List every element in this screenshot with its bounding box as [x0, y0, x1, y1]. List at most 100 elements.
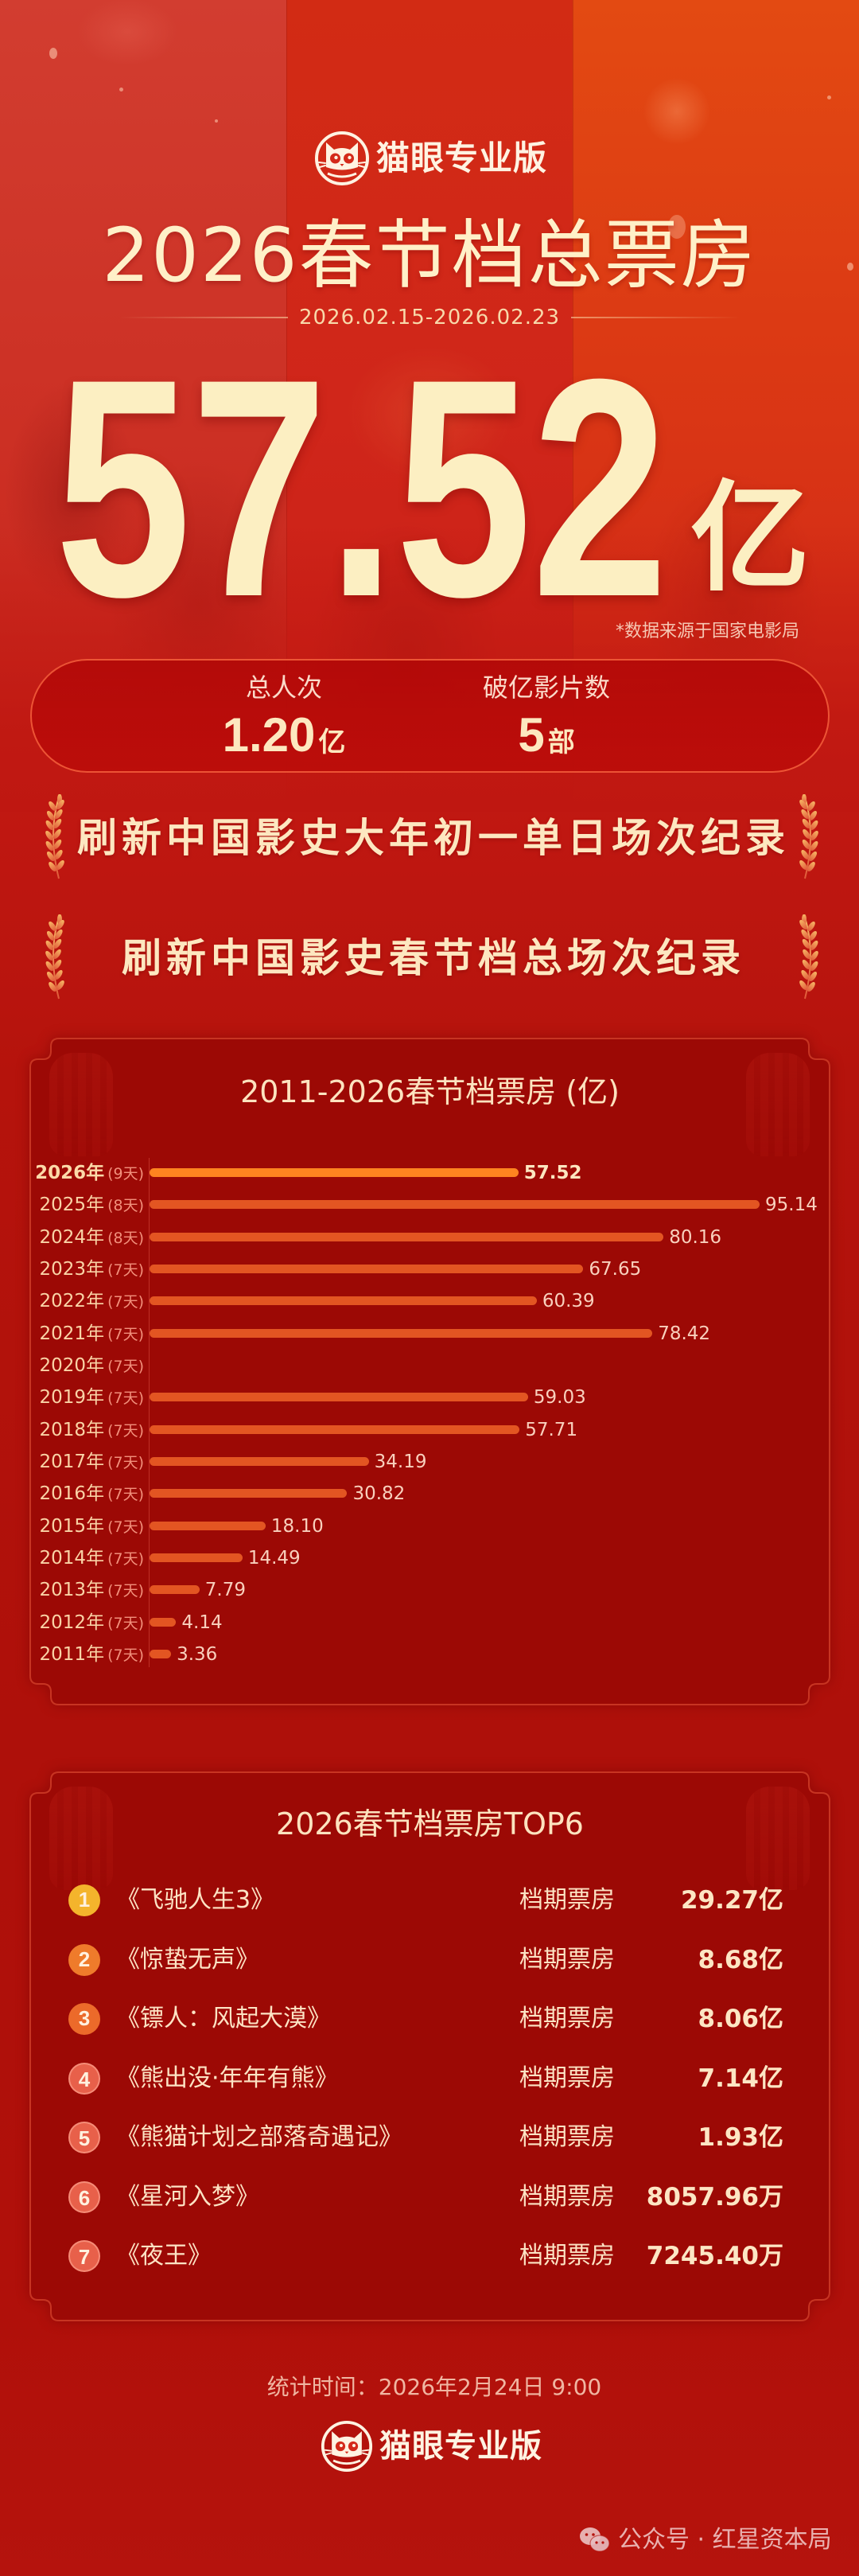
chart-value-label: 3.36 — [177, 1643, 218, 1665]
chart-year-label: 2016年 — [39, 1483, 105, 1505]
chart-year-label: 2019年 — [39, 1387, 105, 1409]
confetti — [215, 119, 218, 123]
chart-year-label: 2023年 — [39, 1258, 105, 1280]
chart-row: 2020年 (7天) — [30, 1350, 830, 1382]
chart-duration-label: (8天) — [107, 1229, 144, 1247]
chart-value-label: 60.39 — [542, 1291, 595, 1312]
chart-category-label: 2017年 (7天) — [30, 1446, 144, 1478]
chart-value-label: 78.42 — [658, 1323, 711, 1344]
maoyan-cat-logo-icon — [314, 131, 370, 186]
column-label: 档期票房 — [519, 2182, 615, 2211]
list-item: 5 《熊猫计划之部落奇遇记》 档期票房 1.93亿 — [30, 2108, 830, 2167]
column-label: 档期票房 — [519, 1945, 615, 1974]
chart-duration-label: (7天) — [107, 1261, 144, 1279]
footer-brand-logo: 猫眼专业版 — [321, 2420, 542, 2473]
stat-value: 5 — [518, 708, 545, 762]
chart-value-label: 34.19 — [374, 1451, 427, 1472]
page-title: 2026春节档总票房 — [102, 212, 757, 299]
chart-row: 2023年 (7天) 67.65 — [30, 1253, 830, 1285]
chart-rows: 2026年 (9天) 57.52 2025年 (8天) 95.14 2024年 (8天) 80.… — [30, 1157, 830, 1674]
chart-axis — [149, 1158, 150, 1667]
chart-category-label: 2016年 (7天) — [30, 1478, 144, 1510]
chart-category-label: 2026年 (9天) — [30, 1157, 144, 1189]
record-text: 刷新中国影史大年初一单日场次纪录 — [77, 815, 790, 861]
chart-year-label: 2024年 — [39, 1226, 105, 1248]
chart-bar — [150, 1521, 266, 1530]
chart-category-label: 2011年 (7天) — [30, 1639, 144, 1670]
source-note: *数据来源于国家电影局 — [615, 622, 799, 641]
chart-category-label: 2018年 (7天) — [30, 1414, 144, 1446]
chart-value-label: 14.49 — [247, 1547, 301, 1569]
chart-duration-label: (7天) — [107, 1357, 144, 1375]
chart-title: 2011-2026春节档票房 (亿) — [240, 1074, 620, 1109]
confetti — [119, 88, 123, 92]
chart-value-label: 30.82 — [352, 1483, 406, 1505]
chart-bar — [150, 1649, 172, 1658]
chart-row: 2021年 (7天) 78.42 — [30, 1318, 830, 1350]
lantern-decoration — [49, 1787, 113, 1890]
box-office-value: 8.06亿 — [698, 2005, 784, 2033]
chart-value-label: 95.14 — [765, 1194, 818, 1216]
maoyan-cat-logo-icon — [321, 2420, 373, 2473]
chart-bar — [150, 1489, 348, 1498]
confetti — [49, 48, 57, 59]
rank-badge: 3 — [68, 2003, 100, 2035]
watermark-text: 公众号 · 红星资本局 — [618, 2526, 832, 2554]
chart-value-label: 80.16 — [669, 1226, 722, 1248]
box-office-value: 1.93亿 — [698, 2123, 784, 2152]
rank-badge: 7 — [68, 2240, 100, 2272]
chart-duration-label: (9天) — [107, 1165, 144, 1183]
stat-item-total-admissions: 总人次 1.20 亿 — [181, 661, 387, 774]
chart-value-label: 57.71 — [525, 1419, 578, 1440]
brand-logo: 猫眼专业版 — [314, 130, 547, 187]
stat-unit: 亿 — [318, 727, 346, 758]
column-label: 档期票房 — [519, 2064, 615, 2092]
wechat-icon — [580, 2527, 610, 2552]
chart-row: 2014年 (7天) 14.49 — [30, 1542, 830, 1574]
movie-title: 《惊蛰无声》 — [116, 1945, 259, 1974]
stat-value: 1.20 — [222, 708, 316, 762]
chart-value-label: 67.65 — [589, 1258, 642, 1280]
total-box-office-unit: 亿 — [690, 470, 810, 608]
chart-category-label: 2020年 (7天) — [30, 1350, 144, 1382]
record-banner: 刷新中国影史春节档总场次纪录 — [0, 914, 859, 1002]
box-office-value: 8.68亿 — [698, 1945, 784, 1974]
chart-row: 2022年 (7天) 60.39 — [30, 1285, 830, 1317]
panel-frame — [29, 1771, 830, 2321]
laurel-right-icon — [795, 794, 824, 882]
chart-duration-label: (7天) — [107, 1646, 144, 1664]
chart-bar — [150, 1617, 177, 1627]
chart-bar — [150, 1296, 537, 1306]
rank-badge: 4 — [68, 2062, 100, 2095]
confetti — [668, 215, 686, 239]
record-banner: 刷新中国影史大年初一单日场次纪录 — [0, 794, 859, 882]
chart-category-label: 2024年 (8天) — [30, 1222, 144, 1253]
chart-duration-label: (7天) — [107, 1549, 144, 1568]
confetti — [847, 263, 853, 271]
chart-bar — [150, 1264, 584, 1273]
chart-year-label: 2021年 — [39, 1323, 105, 1344]
top-list-panel: 2026春节档票房TOP6 1 《飞驰人生3》 档期票房 29.27亿 2 《惊蛰无声》档… — [29, 1771, 830, 2321]
chart-category-label: 2022年 (7天) — [30, 1285, 144, 1317]
chart-row: 2019年 (7天) 59.03 — [30, 1382, 830, 1413]
chart-value-label: 57.52 — [523, 1163, 582, 1183]
chart-duration-label: (7天) — [107, 1325, 144, 1343]
list-item: 7 《夜王》 档期票房 7245.40万 — [30, 2227, 830, 2286]
stat-label: 总人次 — [245, 672, 322, 703]
chart-year-label: 2025年 — [39, 1194, 105, 1216]
list-item: 6 《星河入梦》 档期票房 8057.96万 — [30, 2168, 830, 2227]
chart-duration-label: (7天) — [107, 1614, 144, 1632]
chart-category-label: 2013年 (7天) — [30, 1574, 144, 1606]
stat-label: 破亿影片数 — [482, 672, 610, 703]
chart-category-label: 2021年 (7天) — [30, 1318, 144, 1350]
chart-duration-label: (7天) — [107, 1518, 144, 1536]
laurel-right-icon — [795, 914, 824, 1002]
total-box-office-value: 57.52 — [55, 314, 669, 661]
rank-badge: 6 — [68, 2180, 100, 2213]
chart-duration-label: (7天) — [107, 1453, 144, 1471]
chart-row: 2024年 (8天) 80.16 — [30, 1222, 830, 1253]
box-office-value: 8057.96万 — [646, 2182, 783, 2212]
chart-bar — [150, 1200, 760, 1210]
list-item: 1 《飞驰人生3》 档期票房 29.27亿 — [30, 1871, 830, 1930]
column-label: 档期票房 — [519, 2242, 615, 2270]
